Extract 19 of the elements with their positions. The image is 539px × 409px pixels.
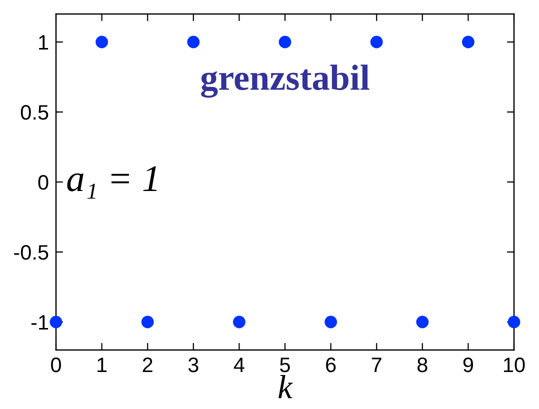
- x-tick-label: 4: [234, 358, 244, 372]
- x-tick-label: 7: [372, 358, 382, 372]
- y-tick-label: -0.5: [14, 245, 48, 260]
- x-axis-title: k: [278, 374, 293, 398]
- y-tick-label: 0: [38, 175, 48, 190]
- y-tick-label: 0.5: [20, 105, 48, 120]
- annotation: a₁ = 1: [67, 166, 157, 199]
- x-tick-label: 6: [326, 357, 336, 372]
- y-tick-label: -1: [31, 315, 48, 330]
- x-tick-label: 1: [98, 358, 107, 372]
- x-tick-label: 10: [504, 357, 525, 372]
- x-tick-label: 8: [418, 357, 428, 372]
- x-tick-label: 0: [51, 357, 61, 372]
- annotation: grenzstabil: [201, 64, 370, 98]
- x-tick-label: 9: [463, 357, 474, 372]
- x-tick-label: 5: [280, 358, 290, 372]
- y-tick-label: 1: [39, 35, 48, 50]
- x-tick-label: 3: [188, 357, 198, 372]
- x-tick-label: 2: [142, 357, 152, 372]
